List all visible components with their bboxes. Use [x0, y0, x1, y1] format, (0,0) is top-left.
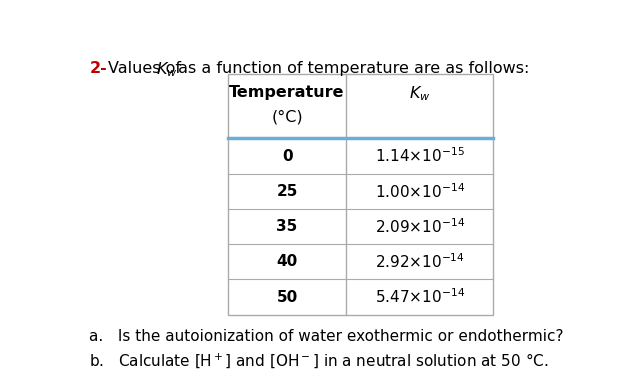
Text: 1.00$\times$10$^{-14}$: 1.00$\times$10$^{-14}$	[374, 182, 465, 201]
Text: 1.14$\times$10$^{-15}$: 1.14$\times$10$^{-15}$	[375, 147, 464, 165]
Text: 2.92$\times$10$^{-14}$: 2.92$\times$10$^{-14}$	[375, 252, 465, 271]
Text: 5.47$\times$10$^{-14}$: 5.47$\times$10$^{-14}$	[374, 288, 465, 307]
Text: 50: 50	[277, 290, 298, 305]
Text: $\bf{\it{K_w}}$: $\bf{\it{K_w}}$	[409, 85, 430, 103]
Text: 25: 25	[276, 184, 298, 199]
Text: a.   Is the autoionization of water exothermic or endothermic?: a. Is the autoionization of water exothe…	[89, 329, 564, 344]
Text: as a function of temperature are as follows:: as a function of temperature are as foll…	[173, 61, 530, 76]
Text: (°C): (°C)	[271, 109, 303, 124]
Text: $K_w$: $K_w$	[156, 61, 178, 79]
Text: 2.09$\times$10$^{-14}$: 2.09$\times$10$^{-14}$	[374, 217, 465, 236]
Text: Temperature: Temperature	[230, 85, 345, 99]
Text: 2-: 2-	[89, 61, 107, 76]
Bar	[228, 74, 493, 315]
Text: Values of: Values of	[108, 61, 186, 76]
Text: 40: 40	[277, 254, 298, 269]
Text: b.   Calculate [H$^+$] and [OH$^-$] in a neutral solution at 50 °C.: b. Calculate [H$^+$] and [OH$^-$] in a n…	[89, 352, 549, 370]
Text: 0: 0	[282, 149, 292, 163]
Text: 35: 35	[277, 219, 298, 234]
